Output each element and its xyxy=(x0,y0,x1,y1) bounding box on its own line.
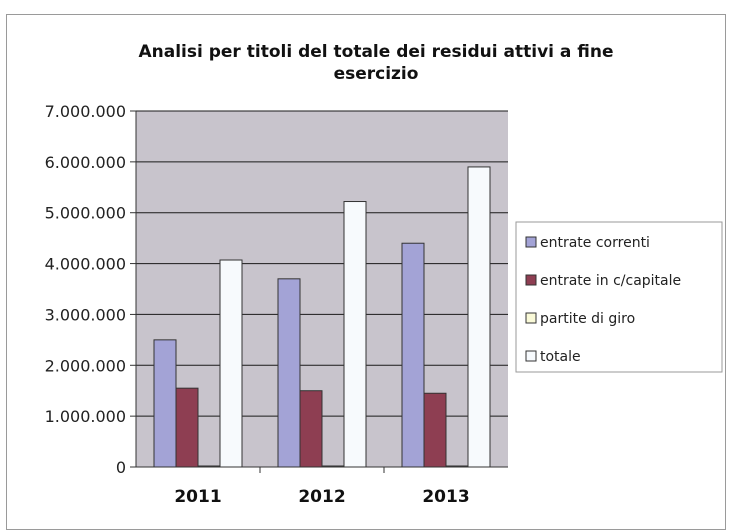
bar xyxy=(401,242,425,468)
bar xyxy=(423,392,447,468)
x-tick-label: 2012 xyxy=(298,487,345,507)
legend-label: totale xyxy=(540,349,581,365)
y-tick-label: 1.000.000 xyxy=(45,407,126,426)
y-tick-label: 2.000.000 xyxy=(45,356,126,375)
y-tick-label: 5.000.000 xyxy=(45,204,126,223)
legend-swatch xyxy=(525,274,537,286)
legend-label: partite di giro xyxy=(540,311,635,327)
bar xyxy=(277,278,301,468)
x-axis: 2011 2012 2013 xyxy=(136,466,508,507)
legend-label: entrate correnti xyxy=(540,235,650,251)
y-tick-label: 4.000.000 xyxy=(45,255,126,274)
y-tick-label: 7.000.000 xyxy=(45,102,126,121)
y-tick-label: 3.000.000 xyxy=(45,305,126,324)
y-tick-label: 6.000.000 xyxy=(45,153,126,172)
legend-swatch xyxy=(525,236,537,248)
x-tick-label: 2011 xyxy=(174,487,221,507)
bar xyxy=(175,387,199,468)
bar xyxy=(343,201,367,468)
bar xyxy=(153,339,177,468)
x-tick-label: 2013 xyxy=(422,487,469,507)
chart-title-line-2: esercizio xyxy=(334,64,419,84)
legend-label: entrate in c/capitale xyxy=(540,273,681,289)
bars xyxy=(153,166,491,468)
legend-box xyxy=(515,221,723,373)
y-axis: 0 1.000.000 2.000.000 3.000.000 4.000.000 5.0… xyxy=(45,102,137,477)
legend-swatch xyxy=(525,350,537,362)
legend-swatch xyxy=(525,312,537,324)
y-tick-label: 0 xyxy=(116,458,126,477)
legend: entrate correnti entrate in c/capitale par… xyxy=(525,235,681,365)
bar xyxy=(299,390,323,468)
chart-title-line-1: Analisi per titoli del totale dei residu… xyxy=(138,42,613,62)
bar xyxy=(219,259,243,468)
bar xyxy=(467,166,491,468)
